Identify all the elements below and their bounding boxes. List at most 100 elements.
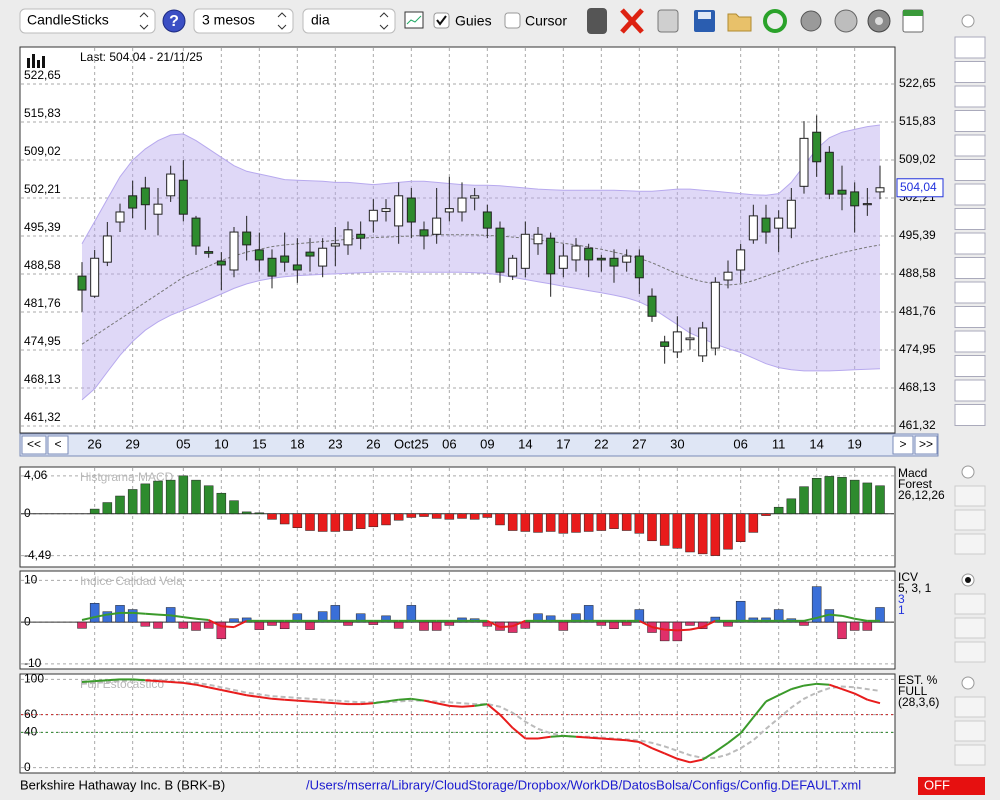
candle-body	[140, 187, 150, 206]
line-segment	[727, 732, 742, 744]
prev-button[interactable]	[47, 435, 69, 455]
print-icon[interactable]	[657, 9, 679, 33]
tool-button[interactable]	[954, 617, 986, 639]
tool-button[interactable]	[954, 232, 986, 255]
radio[interactable]	[961, 14, 975, 28]
line-segment	[208, 686, 222, 691]
bar	[634, 513, 645, 534]
radio[interactable]	[961, 465, 975, 479]
line-segment	[271, 697, 285, 701]
tool-button[interactable]	[954, 379, 986, 402]
line-segment	[829, 613, 843, 617]
candle-body	[571, 245, 581, 261]
bar	[875, 607, 885, 623]
line-segment	[195, 683, 209, 689]
delete-icon[interactable]	[620, 8, 644, 34]
period-select[interactable]	[193, 8, 294, 34]
update-icon[interactable]	[800, 10, 822, 32]
y-tick-label: 100	[24, 672, 44, 686]
tool-button[interactable]	[954, 36, 986, 59]
tool-button[interactable]	[954, 159, 986, 181]
candle-body	[685, 337, 695, 341]
tool-button[interactable]	[954, 208, 986, 230]
last-label: >>	[919, 437, 933, 451]
bar	[431, 621, 442, 631]
tool-button[interactable]	[954, 696, 986, 718]
candle-body	[774, 217, 784, 229]
status-label: OFF	[924, 777, 950, 792]
candle-body	[229, 231, 239, 271]
open-icon[interactable]	[727, 13, 752, 32]
chart-icon[interactable]	[404, 11, 424, 29]
tool-button[interactable]	[954, 134, 986, 157]
bar	[811, 586, 822, 623]
tool-button[interactable]	[954, 593, 986, 615]
radio[interactable]	[961, 676, 975, 690]
tool-button[interactable]	[954, 355, 986, 377]
candle-body	[90, 257, 100, 297]
candle-body	[875, 187, 885, 193]
tool-button[interactable]	[954, 110, 986, 132]
first-button[interactable]	[21, 435, 47, 455]
candle-body	[723, 271, 733, 281]
tool-button[interactable]	[954, 281, 986, 304]
status-badge[interactable]	[918, 777, 985, 795]
tool-button[interactable]	[954, 306, 986, 328]
candle-body	[558, 255, 568, 269]
next-button[interactable]	[892, 435, 914, 455]
bar	[368, 513, 379, 528]
tool-button[interactable]	[954, 183, 986, 206]
trash-icon[interactable]	[587, 8, 607, 34]
legend-text: 26,12,26	[898, 488, 945, 502]
y-tick-label-right: 474,95	[899, 342, 936, 356]
bar	[545, 513, 556, 532]
tool-button[interactable]	[954, 641, 986, 663]
tool-button[interactable]	[954, 330, 986, 353]
tool-button[interactable]	[954, 533, 986, 555]
tool-button[interactable]	[954, 509, 986, 531]
tool-button[interactable]	[954, 744, 986, 766]
candle-body	[318, 247, 328, 267]
last-button[interactable]	[914, 435, 938, 455]
line-segment	[107, 678, 121, 682]
help-button[interactable]	[162, 9, 186, 33]
bar	[659, 513, 670, 546]
tool-button[interactable]	[954, 404, 986, 426]
candle-body	[77, 275, 87, 291]
cursor-checkbox[interactable]	[504, 12, 521, 29]
tool-button[interactable]	[954, 85, 986, 108]
tool-button[interactable]	[954, 720, 986, 742]
candle-body	[394, 195, 404, 227]
chart-type-select[interactable]	[19, 8, 156, 34]
tool-button[interactable]	[954, 485, 986, 507]
bar	[431, 513, 442, 519]
bar	[267, 513, 277, 520]
line-segment	[474, 703, 488, 707]
line-segment	[689, 626, 703, 631]
line-segment	[297, 699, 311, 703]
candle-body	[837, 189, 847, 195]
bar	[824, 476, 835, 514]
currency-icon[interactable]	[834, 9, 858, 33]
bar	[89, 603, 100, 623]
tool-button[interactable]	[954, 257, 986, 279]
next-label: >	[899, 437, 906, 451]
config-path[interactable]: /Users/mserra/Library/CloudStorage/Dropb…	[306, 777, 861, 792]
calendar-icon-top	[903, 10, 923, 16]
bar	[634, 609, 645, 623]
bar	[381, 615, 391, 623]
chart-icon-line	[406, 15, 422, 25]
candle-body	[178, 179, 188, 215]
candle-body	[698, 327, 708, 357]
line-segment	[854, 617, 868, 622]
x-tick-label: 05	[176, 436, 190, 451]
line-segment	[651, 747, 666, 755]
bar	[495, 513, 505, 526]
refresh-icon[interactable]	[763, 9, 787, 33]
symbol-name: Berkshire Hathaway Inc. B (BRK-B)	[20, 777, 225, 792]
x-tick-label: 23	[328, 436, 342, 451]
tool-button[interactable]	[954, 61, 986, 83]
interval-select[interactable]	[302, 8, 396, 34]
bar	[216, 621, 227, 640]
legend-text: ICV	[898, 570, 918, 584]
